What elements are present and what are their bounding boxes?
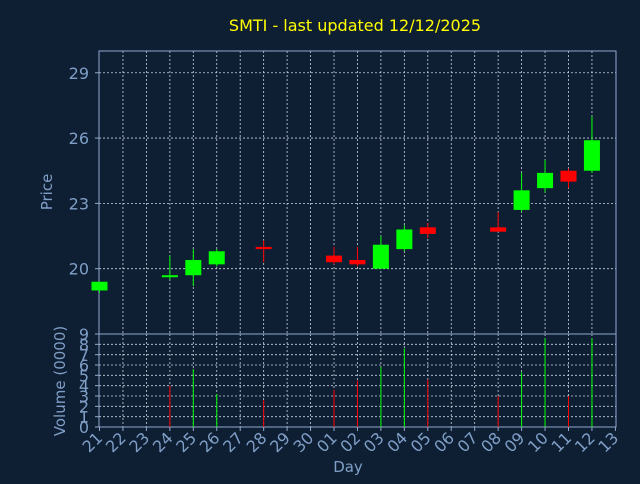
candle-body <box>349 259 366 265</box>
volume-tick-label: 5 <box>79 366 89 385</box>
price-axis-label: Price <box>38 174 56 211</box>
price-tick-label: 29 <box>69 64 89 83</box>
candles <box>91 116 600 293</box>
candle-body <box>326 255 342 263</box>
volume-tick-label: 6 <box>79 356 89 375</box>
candle-body <box>560 170 577 182</box>
candle-body <box>396 229 413 250</box>
volume-bars <box>169 338 593 427</box>
candle-body <box>255 246 272 250</box>
volume-tick-label: 3 <box>79 387 89 406</box>
volume-tick-label: 4 <box>79 377 89 396</box>
volume-axis-label: Volume (0000) <box>51 326 69 436</box>
candle-body <box>583 140 600 171</box>
x-axis-ticks: 2122232425262728293001020304050607080910… <box>78 427 622 456</box>
volume-tick-label: 8 <box>79 335 89 354</box>
price-tick-label: 23 <box>69 194 89 213</box>
price-tick-label: 20 <box>69 260 89 279</box>
volume-tick-label: 7 <box>79 346 89 365</box>
volume-tick-label: 0 <box>79 418 89 437</box>
price-grid <box>99 51 616 334</box>
candle-body <box>208 251 225 265</box>
chart-title: SMTI - last updated 12/12/2025 <box>229 16 481 35</box>
candle-body <box>419 227 436 234</box>
volume-tick-label: 1 <box>79 408 89 427</box>
volume-tick-label: 9 <box>79 325 89 344</box>
x-tick-label: 13 <box>594 428 622 456</box>
candle-body <box>91 281 108 291</box>
volume-tick-label: 2 <box>79 397 89 416</box>
candle-body <box>513 190 530 210</box>
candle-body <box>185 259 202 276</box>
price-tick-label: 26 <box>69 129 89 148</box>
price-axis-ticks: 20 23 26 29 <box>69 64 99 279</box>
x-axis-label: Day <box>333 458 363 476</box>
candle-body <box>490 227 507 232</box>
candle-body <box>537 172 554 189</box>
candle-body <box>372 244 389 269</box>
candle-body <box>161 275 178 278</box>
